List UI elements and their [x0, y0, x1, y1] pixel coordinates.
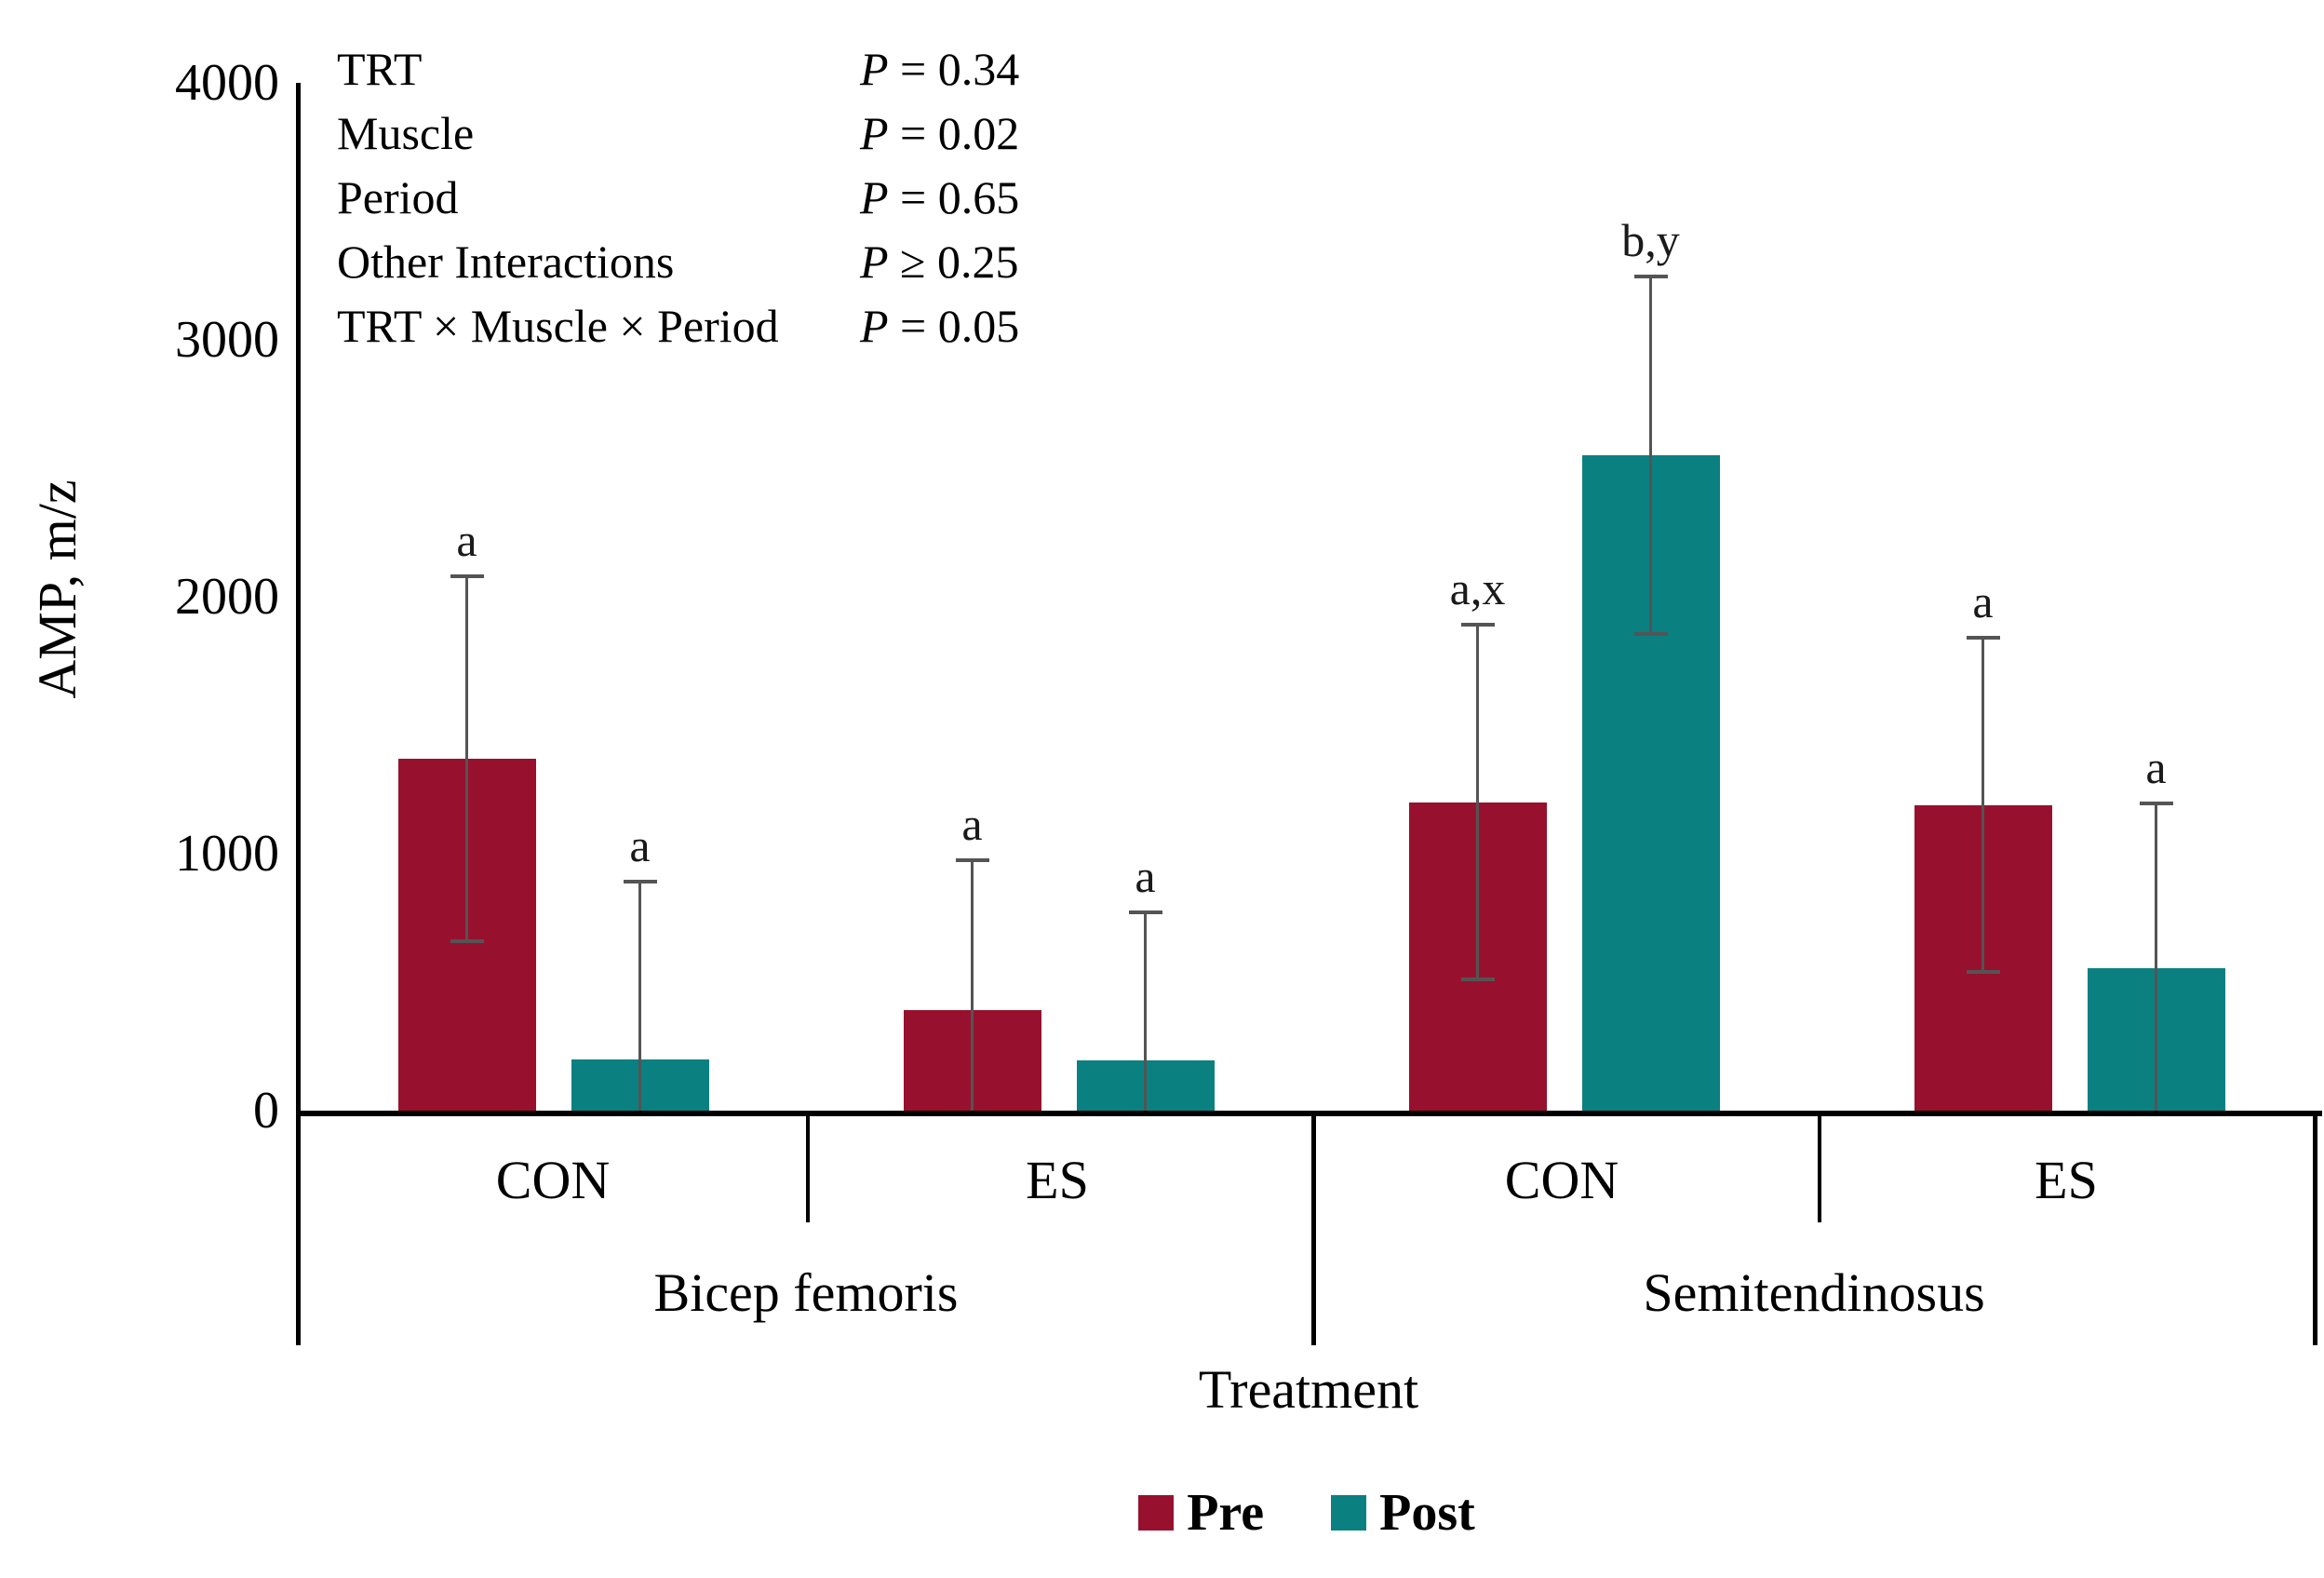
y-tick-label-2000: 2000 — [175, 568, 279, 626]
error-bar-line — [1981, 638, 1984, 972]
stat-p-value: P ≥ 0.25 — [860, 236, 1019, 288]
significance-letter: a — [1135, 850, 1156, 903]
stat-row: TRT P = 0.34 — [337, 37, 1019, 101]
significance-letter: a — [456, 513, 477, 566]
legend-swatch-pre — [1138, 1495, 1175, 1531]
error-bar-cap-lower — [1460, 978, 1495, 982]
error-bar-cap-upper — [1460, 623, 1495, 627]
error-bar-cap-lower — [450, 938, 484, 943]
error-bar-line — [638, 882, 641, 1111]
significance-letter: a,x — [1449, 562, 1506, 615]
stats-annotation-block: TRT P = 0.34 Muscle P = 0.02 Period P = … — [337, 37, 1019, 358]
bar-group-post: a — [2087, 83, 2225, 1111]
error-bar-cap-upper — [450, 573, 484, 578]
y-tick-label-4000: 4000 — [175, 54, 279, 112]
legend-item-post: Post — [1331, 1486, 1475, 1540]
axis-table-left-line — [296, 1111, 301, 1345]
axis-table-right-line — [2313, 1111, 2317, 1345]
stat-row: Period P = 0.65 — [337, 166, 1019, 230]
x-category-label-es-bicep: ES — [1026, 1150, 1089, 1210]
bar-group-post: a — [571, 83, 709, 1111]
stat-row: TRT × Muscle × Period P = 0.05 — [337, 294, 1019, 358]
error-bar-line — [2155, 803, 2157, 1111]
x-category-label-con-bicep: CON — [495, 1150, 611, 1210]
error-bar-line — [1649, 276, 1652, 635]
error-bar-line — [1476, 625, 1479, 980]
bar-group-pre: a — [903, 83, 1041, 1111]
stat-factor-label: TRT — [337, 43, 423, 95]
error-bar-cap-upper — [2139, 802, 2173, 806]
bar-group-post: a — [1076, 83, 1215, 1111]
legend-item-pre: Pre — [1138, 1486, 1264, 1540]
x-axis-title: Treatment — [1198, 1359, 1419, 1420]
stat-factor-label: TRT × Muscle × Period — [337, 300, 779, 352]
stat-p-value: P = 0.05 — [860, 300, 1020, 352]
bar-group-pre: a,x — [1408, 83, 1547, 1111]
stat-factor-label: Period — [337, 171, 459, 223]
stat-p-value: P = 0.34 — [860, 43, 1020, 95]
error-bar-cap-lower — [1633, 632, 1668, 637]
x-group-label-semitendinosus: Semitendinosus — [1643, 1262, 1985, 1323]
significance-letter: b,y — [1621, 214, 1680, 267]
axis-table-separator-con-es-right — [1818, 1111, 1821, 1222]
category-cell-con-semitendinosus: a,x b,y — [1311, 83, 1817, 1111]
error-bar-cap-upper — [1966, 636, 2000, 641]
axis-table-separator-con-es-left — [806, 1111, 810, 1222]
error-bar-cap-lower — [1966, 969, 2000, 974]
significance-letter: a — [1972, 575, 1994, 628]
x-category-label-es-semi: ES — [2035, 1150, 2098, 1210]
stat-row: Other Interactions P ≥ 0.25 — [337, 230, 1019, 294]
significance-letter: a — [2145, 741, 2167, 794]
bar-group-post: b,y — [1581, 83, 1720, 1111]
significance-letter: a — [961, 797, 983, 850]
stat-p-value: P = 0.02 — [860, 107, 1020, 159]
bar-group-pre: a — [397, 83, 536, 1111]
error-bar-cap-upper — [955, 857, 989, 862]
stat-factor-label: Other Interactions — [337, 236, 675, 288]
x-group-label-bicep-femoris: Bicep femoris — [653, 1262, 959, 1323]
legend-label-pre: Pre — [1187, 1484, 1265, 1542]
x-category-label-con-semi: CON — [1504, 1150, 1619, 1210]
axis-table-mid-line — [1311, 1111, 1316, 1345]
error-bar-cap-upper — [623, 880, 657, 884]
error-bar-line — [971, 859, 974, 1111]
error-bar-cap-upper — [1128, 910, 1162, 915]
error-bar-cap-upper — [1633, 275, 1668, 279]
error-bar-line — [465, 575, 468, 941]
y-tick-label-0: 0 — [253, 1082, 279, 1140]
y-tick-label-1000: 1000 — [175, 825, 279, 883]
significance-letter: a — [629, 819, 651, 872]
stat-p-value: P = 0.65 — [860, 171, 1020, 223]
error-bar-line — [1144, 912, 1147, 1111]
legend: Pre Post — [296, 1486, 2317, 1540]
stat-row: Muscle P = 0.02 — [337, 101, 1019, 166]
plot-area: a a a a a,x b,y a a — [296, 83, 2322, 1116]
bar-group-pre: a — [1914, 83, 2052, 1111]
legend-label-post: Post — [1379, 1484, 1475, 1542]
legend-swatch-post — [1331, 1495, 1367, 1531]
y-tick-label-3000: 3000 — [175, 311, 279, 369]
stat-factor-label: Muscle — [337, 107, 475, 159]
